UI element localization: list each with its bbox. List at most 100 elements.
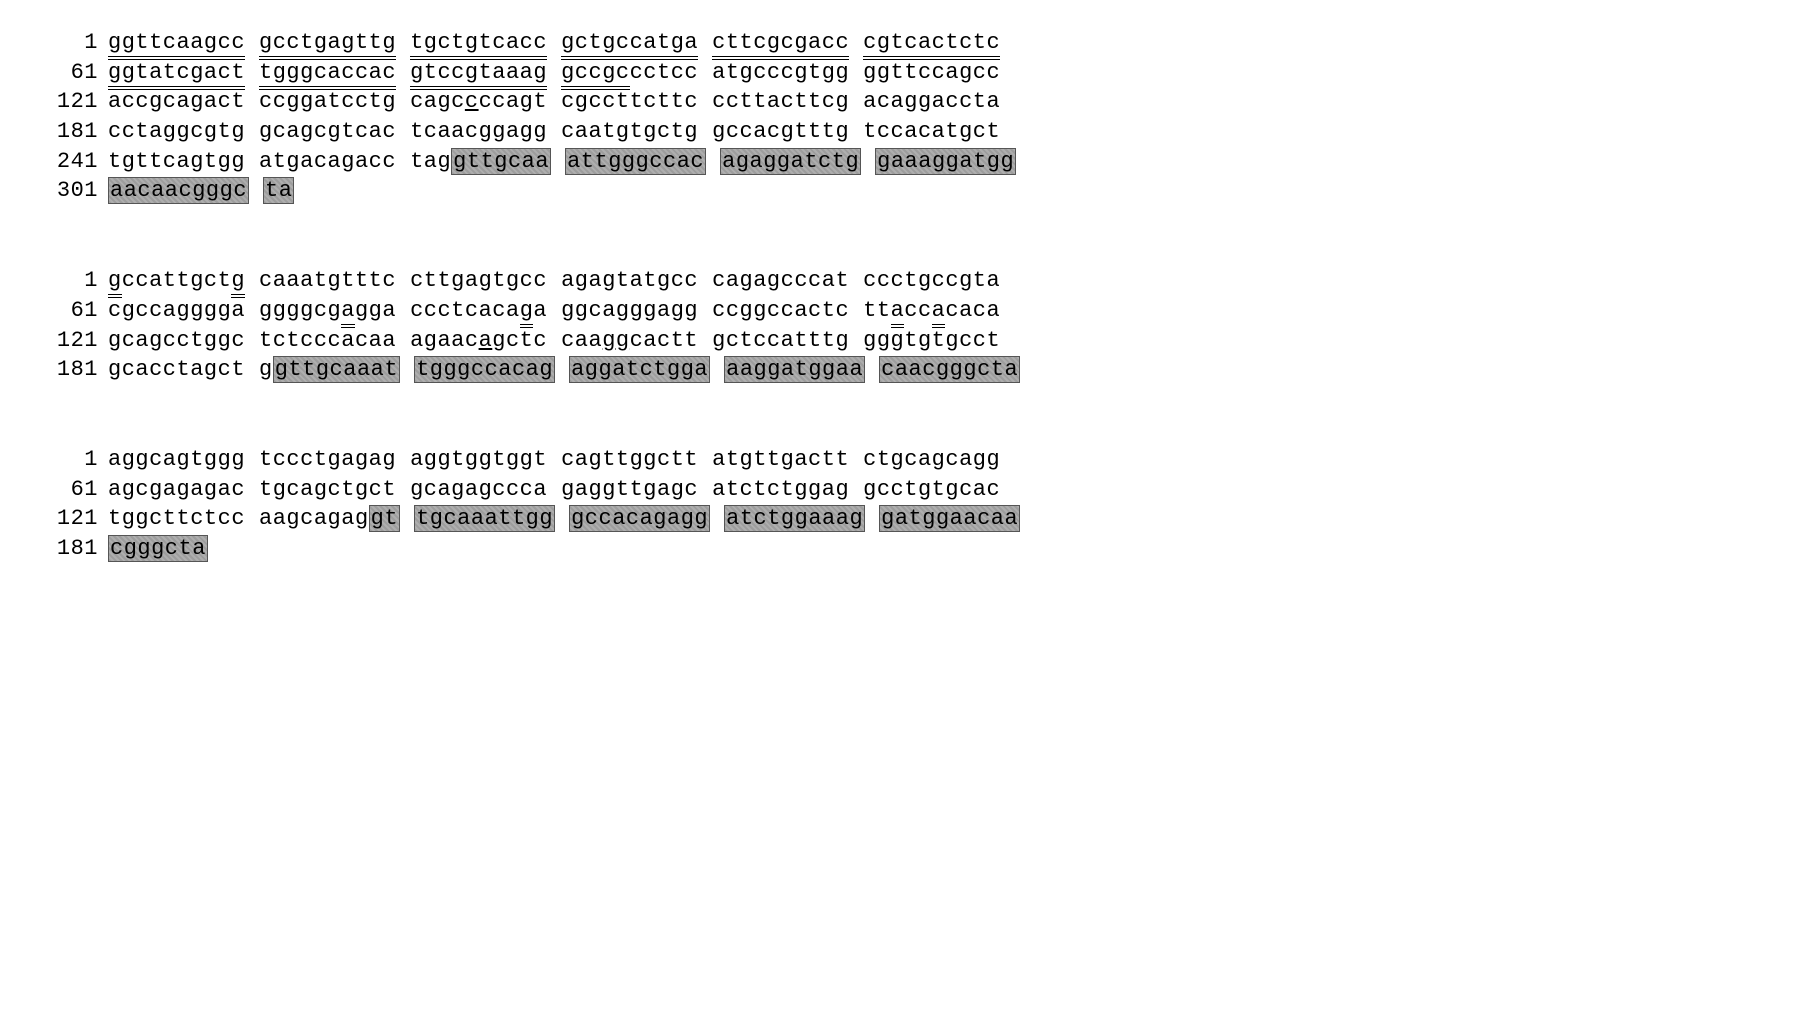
sequence-chunk: ggtatcgact — [108, 58, 245, 88]
position-label: 181 — [38, 117, 98, 147]
double-underline-span: ggtatcgact — [108, 60, 245, 90]
plain-span: tccacatgct — [863, 119, 1000, 144]
sequence-row: 241tgttcagtggatgacagacctaggttgcaaattgggc… — [38, 147, 1775, 177]
sequence-block: 1ggttcaagccgcctgagttgtgctgtcaccgctgccatg… — [38, 28, 1775, 206]
double-underline-span: a — [932, 298, 946, 328]
sequence-chunk: ggttgcaaat — [259, 355, 400, 385]
plain-span: tccctgagag — [259, 447, 396, 472]
plain-span: gaggttgagc — [561, 477, 698, 502]
double-underline-span: cgtcactctc — [863, 30, 1000, 60]
plain-span: atgacagacc — [259, 149, 396, 174]
position-label: 61 — [38, 296, 98, 326]
plain-span: ccggatcctg — [259, 89, 396, 114]
sequence-block: 1gccattgctgcaaatgtttccttgagtgccagagtatgc… — [38, 266, 1775, 385]
double-underline-span: gcctgagttg — [259, 30, 396, 60]
plain-span: cgccttcttc — [561, 89, 698, 114]
plain-span: cc — [904, 298, 931, 323]
sequence-chunk: gcagagccca — [410, 475, 547, 505]
sequence-chunk: ta — [263, 176, 294, 206]
sequence-chunk: tgttcagtgg — [108, 147, 245, 177]
plain-span: g — [259, 357, 273, 382]
sequence-chunk: atgttgactt — [712, 445, 849, 475]
sequence-row: 61ggtatcgacttgggcaccacgtccgtaaaggccgccct… — [38, 58, 1775, 88]
plain-span: ctgcagcagg — [863, 447, 1000, 472]
plain-span: atgttgactt — [712, 447, 849, 472]
sequence-chunk: caacgggcta — [879, 355, 1020, 385]
sequence-chunk: gggtgtgcct — [863, 326, 1000, 356]
sequence-chunk: atgacagacc — [259, 147, 396, 177]
plain-span: gcacctagct — [108, 357, 245, 382]
sequence-chunk: gcagcctggc — [108, 326, 245, 356]
plain-span: agaac — [410, 328, 479, 353]
plain-span: atgcccgtgg — [712, 60, 849, 85]
highlight-span: tgcaaattgg — [414, 505, 555, 532]
sequence-chunk: cctaggcgtg — [108, 117, 245, 147]
plain-span: caaatgtttc — [259, 268, 396, 293]
highlight-span: ta — [263, 177, 294, 204]
sequence-row: 61 agcgagagac tgcagctgct gcagagccca gaggttga… — [38, 475, 1775, 505]
highlight-span: agaggatctg — [720, 148, 861, 175]
plain-span: ccctcaca — [410, 298, 520, 323]
sequence-chunk: cgccagggga — [108, 296, 245, 326]
highlight-span: gttgcaaat — [273, 356, 400, 383]
highlight-span: gccacagagg — [569, 505, 710, 532]
position-label: 61 — [38, 475, 98, 505]
plain-span: tctcccacaa — [259, 328, 396, 353]
sequence-chunk: agagtatgcc — [561, 266, 698, 296]
sequence-row: 301aacaacgggcta — [38, 176, 1775, 206]
double-underline-span: g — [231, 268, 245, 298]
sequence-chunk: acaggaccta — [863, 87, 1000, 117]
sequence-chunk: ccggatcctg — [259, 87, 396, 117]
sequence-chunk: agcgagagac — [108, 475, 245, 505]
plain-span: agagtatgcc — [561, 268, 698, 293]
plain-span: a — [533, 298, 547, 323]
sequence-row: 61cgccaggggaggggcgaggaccctcacagaggcaggga… — [38, 296, 1775, 326]
position-label: 121 — [38, 504, 98, 534]
plain-span: tag — [410, 149, 451, 174]
sequence-chunk: gaaaggatgg — [875, 147, 1016, 177]
position-label: 1 — [38, 28, 98, 58]
plain-span: gga — [355, 298, 396, 323]
sequence-chunk: gccacagagg — [569, 504, 710, 534]
sequence-chunk: aacaacgggc — [108, 176, 249, 206]
plain-span: caa — [561, 328, 602, 353]
plain-span: acaggaccta — [863, 89, 1000, 114]
plain-span: cgccagggga — [108, 298, 245, 323]
plain-span: ggttccagcc — [863, 60, 1000, 85]
plain-span: gcctgtgcac — [863, 477, 1000, 502]
position-label: 121 — [38, 87, 98, 117]
double-underline-span: a — [891, 298, 905, 328]
sequence-chunk: tgctgtcacc — [410, 28, 547, 58]
double-underline-span: g — [108, 268, 122, 298]
sequence-chunk: aggcagtggg — [108, 445, 245, 475]
plain-span: gcagcgtcac — [259, 119, 396, 144]
sequence-chunk: cttgagtgcc — [410, 266, 547, 296]
sequence-row: 181cctaggcgtggcagcgtcactcaacggaggcaatgtg… — [38, 117, 1775, 147]
plain-span: atctctggag — [712, 477, 849, 502]
sequence-row: 181cgggcta — [38, 534, 1775, 564]
plain-span: ccttacttcg — [712, 89, 849, 114]
sequence-chunk: caatgtgctg — [561, 117, 698, 147]
plain-span: cctaggcgtg — [108, 119, 245, 144]
sequence-chunk: cagttggctt — [561, 445, 698, 475]
highlight-span: tgggccacag — [414, 356, 555, 383]
sequence-block: 1aggcagtgggtccctgagagaggtggtggtcagttggct… — [38, 445, 1775, 564]
highlight-span: gaaaggatgg — [875, 148, 1016, 175]
sequence-chunk: cttcgcgacc — [712, 28, 849, 58]
sequence-chunk: ttaccacaca — [863, 296, 1000, 326]
highlight-span: atctggaaag — [724, 505, 865, 532]
plain-span: tgttcagtgg — [108, 149, 245, 174]
highlight-span: aggatctgga — [569, 356, 710, 383]
double-underline-span: gtccgtaaag — [410, 60, 547, 90]
double-underline-span: ggttcaagcc — [108, 30, 245, 60]
plain-span: tgcagctgct — [259, 477, 396, 502]
double-underline-span: cttcgcgacc — [712, 30, 849, 60]
double-underline-span: tgggcaccac — [259, 60, 396, 90]
position-label: 1 — [38, 266, 98, 296]
plain-span: cagagcccat — [712, 268, 849, 293]
sequence-chunk: gcagcgtcac — [259, 117, 396, 147]
plain-span: tt — [863, 298, 890, 323]
sequence-chunk: gtccgtaaag — [410, 58, 547, 88]
sequence-chunk: cgtcactctc — [863, 28, 1000, 58]
sequence-chunk: cagagcccat — [712, 266, 849, 296]
